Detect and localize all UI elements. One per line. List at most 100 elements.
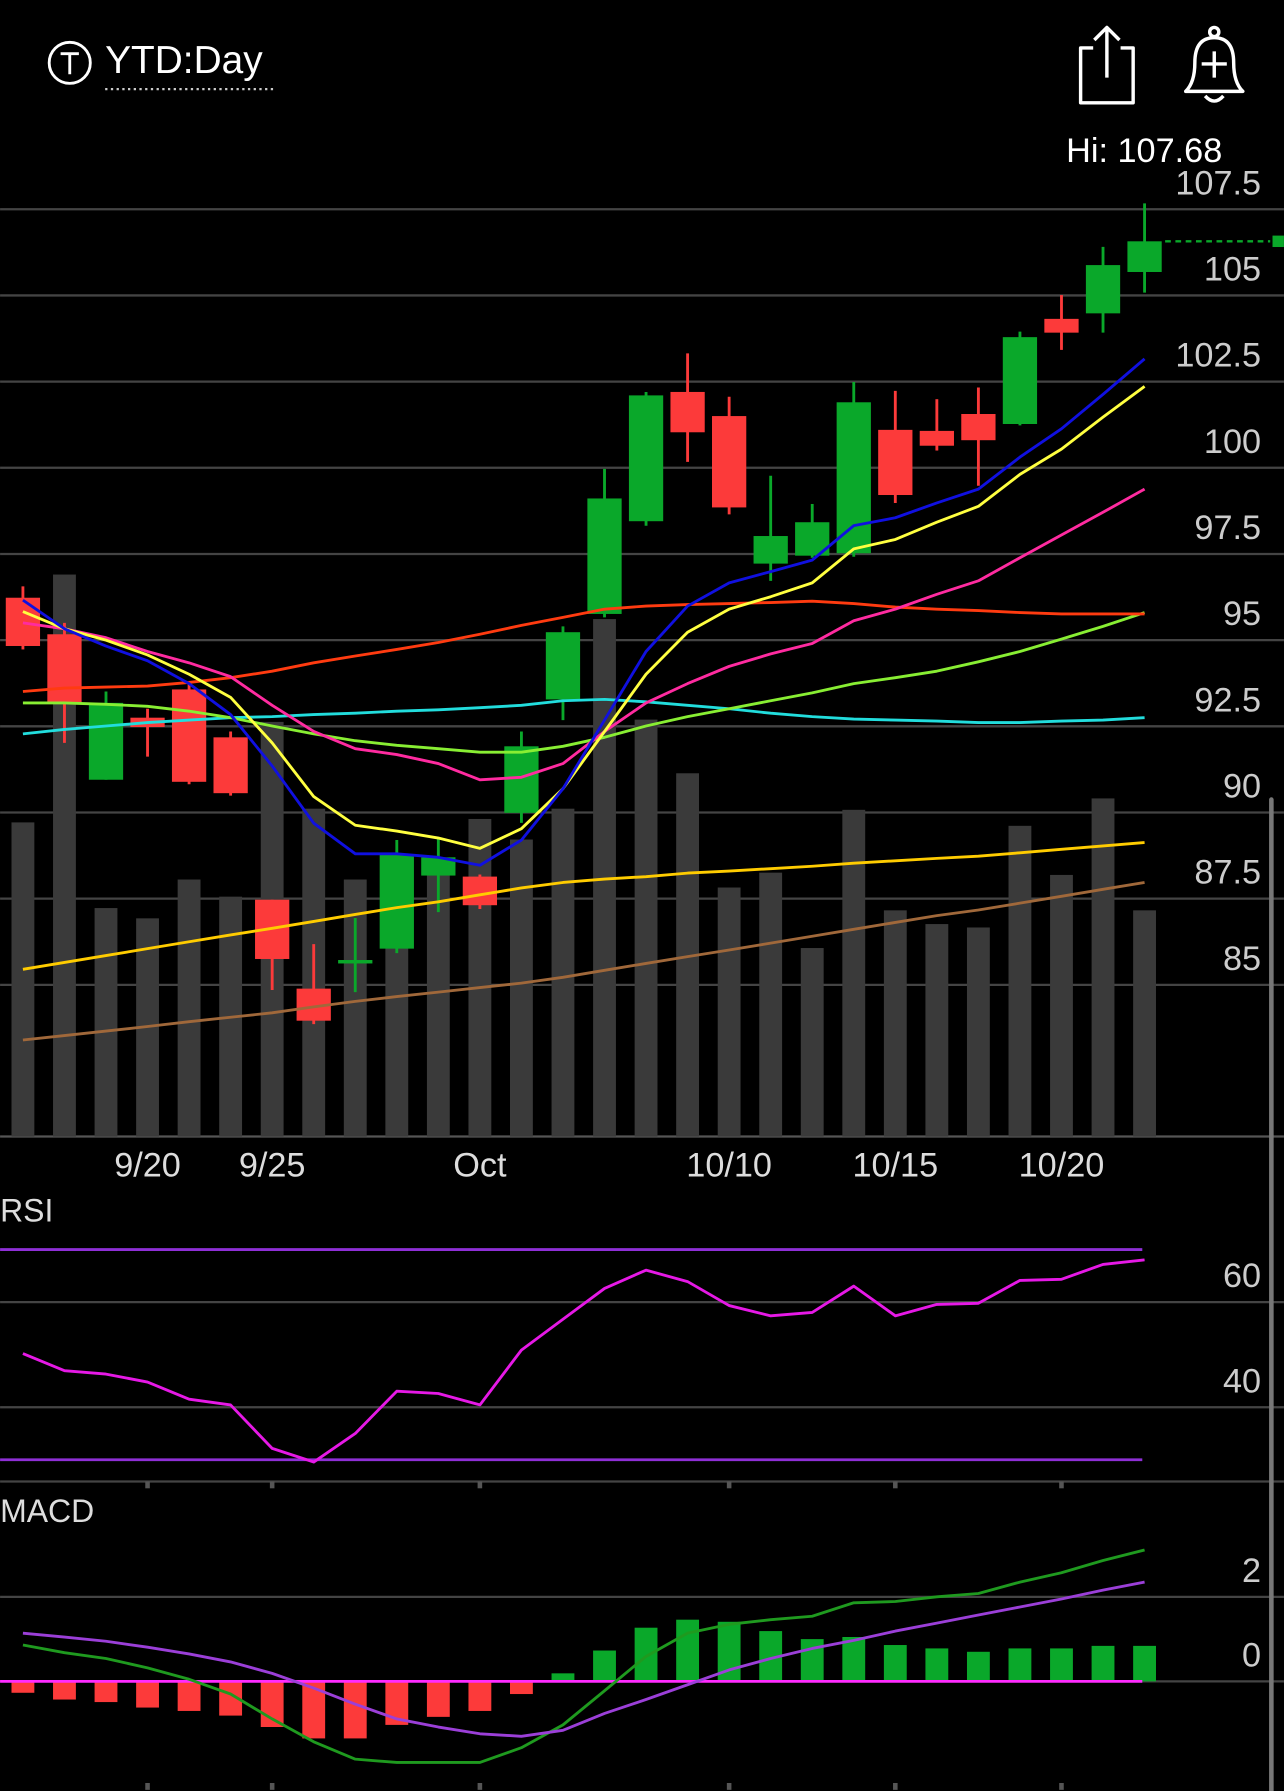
x-tick-label: 9/25 [239,1146,306,1184]
x-tick-label: 10/10 [686,1146,772,1184]
histogram-bar [842,1637,866,1682]
x-tick-label: 9/20 [114,1146,181,1184]
candle-body [712,416,747,508]
volume-bar [1008,825,1032,1137]
y-tick-label: 0 [1242,1636,1261,1674]
y-tick-label: 95 [1223,595,1261,633]
histogram-bar [219,1681,243,1716]
volume-bar [11,822,35,1137]
period-selector[interactable]: YTD:Day [47,39,275,91]
volume-bar [177,879,201,1137]
histogram-bar [717,1621,741,1682]
histogram-bar [883,1645,907,1682]
ticker-icon-glyph [60,52,79,75]
period-title[interactable]: YTD:Day [105,39,263,82]
histogram-bar [676,1619,700,1682]
histogram-bar [1008,1648,1032,1682]
panel-title: MACD [0,1493,94,1529]
high-annotation: Hi: 107.68 [1066,132,1222,170]
bell-knob [1207,25,1221,39]
volume-bar [53,574,76,1137]
volume-bar [717,887,741,1137]
x-tick-label: Oct [453,1146,507,1184]
volume-bar [94,908,118,1137]
indicator-line [22,697,1145,736]
candle-body [1002,337,1038,425]
candle-body [919,430,954,446]
volume-bar [1091,798,1115,1137]
bell-plus [1201,51,1227,103]
histogram-bar [302,1681,326,1739]
candle-body [504,746,539,813]
candle-body [379,854,414,949]
candle-body [753,536,788,564]
indicator-line [22,487,1146,782]
volume-bar [510,839,533,1137]
indicator-line [22,385,1146,850]
y-tick-label: 60 [1223,1257,1261,1295]
volume-bar [426,868,450,1137]
volume-bar [759,872,783,1137]
panel-title: RSI [0,1192,53,1228]
volume-bar [676,773,700,1137]
candle-body [5,597,41,646]
histogram-bar [551,1673,575,1682]
candle-body [670,391,705,433]
histogram-bar [593,1650,616,1682]
indicator-line [22,357,1146,867]
histogram-bar [136,1681,159,1708]
candle-body [545,632,581,700]
y-tick-label: 92.5 [1194,681,1261,719]
histogram-bar [925,1648,949,1682]
histogram-bar [1091,1645,1115,1682]
x-tick-label: 10/15 [852,1146,938,1184]
volume-bar [883,910,907,1137]
y-tick-label: 102.5 [1175,337,1261,375]
y-tick-label: 90 [1223,768,1261,806]
indicator-line [22,599,1145,693]
candle-body [171,689,207,782]
candle-body [1085,265,1121,314]
candle-body [421,857,456,876]
indicator-line [22,1580,1145,1738]
histogram-bar [510,1681,533,1695]
candle-body [587,498,622,614]
alert-button[interactable] [1183,25,1245,103]
candle-body [213,737,248,794]
y-tick-label: 100 [1204,423,1261,461]
histogram-bar [53,1681,76,1700]
histogram-bar [1050,1648,1073,1682]
indicator-line [22,1258,1145,1464]
y-tick-label: 105 [1204,250,1261,288]
y-tick-label: 2 [1242,1552,1261,1590]
volume-bar [842,809,866,1137]
y-tick-label: 85 [1223,940,1261,978]
share-button[interactable] [1078,25,1135,105]
histogram-bar [1133,1645,1156,1682]
y-tick-label: 107.5 [1175,164,1261,202]
candle-body [88,702,124,780]
histogram-bar [426,1681,450,1717]
histogram-bar [94,1681,118,1703]
histogram-bar [177,1681,201,1711]
volume-bar [1133,910,1156,1137]
volume-bar [1050,874,1073,1137]
candle-body [462,876,498,906]
histogram-bar [385,1681,409,1725]
candle-body [338,960,373,964]
histogram-bar [634,1627,658,1682]
candle-body [961,414,996,441]
volume-bar [966,927,990,1137]
volume-bar [343,879,367,1137]
histogram-bar [468,1681,492,1711]
volume-bar [800,948,824,1137]
indicator-line [22,841,1145,971]
indicator-line [22,881,1145,1042]
volume-bar [634,719,658,1137]
volume-bar [551,808,575,1137]
histogram-bar [343,1681,367,1739]
candle-body [47,634,82,703]
y-tick-label: 40 [1223,1362,1261,1400]
histogram-bar [11,1681,35,1693]
last-price-marker [1272,235,1284,248]
